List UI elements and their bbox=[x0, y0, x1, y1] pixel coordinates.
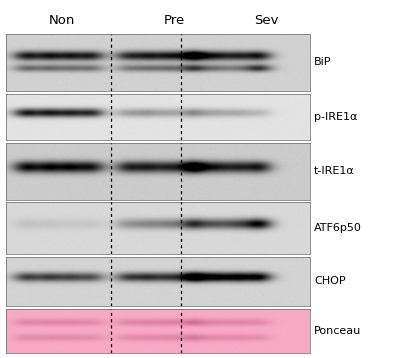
Text: Pre: Pre bbox=[163, 14, 185, 27]
Text: t-IRE1α: t-IRE1α bbox=[314, 166, 355, 176]
Text: Non: Non bbox=[49, 14, 75, 27]
Text: ATF6p50: ATF6p50 bbox=[314, 223, 362, 233]
Text: Sev: Sev bbox=[254, 14, 278, 27]
Text: CHOP: CHOP bbox=[314, 276, 346, 286]
Text: Ponceau: Ponceau bbox=[314, 326, 361, 336]
Text: BiP: BiP bbox=[314, 57, 332, 67]
Text: p-IRE1α: p-IRE1α bbox=[314, 112, 357, 122]
